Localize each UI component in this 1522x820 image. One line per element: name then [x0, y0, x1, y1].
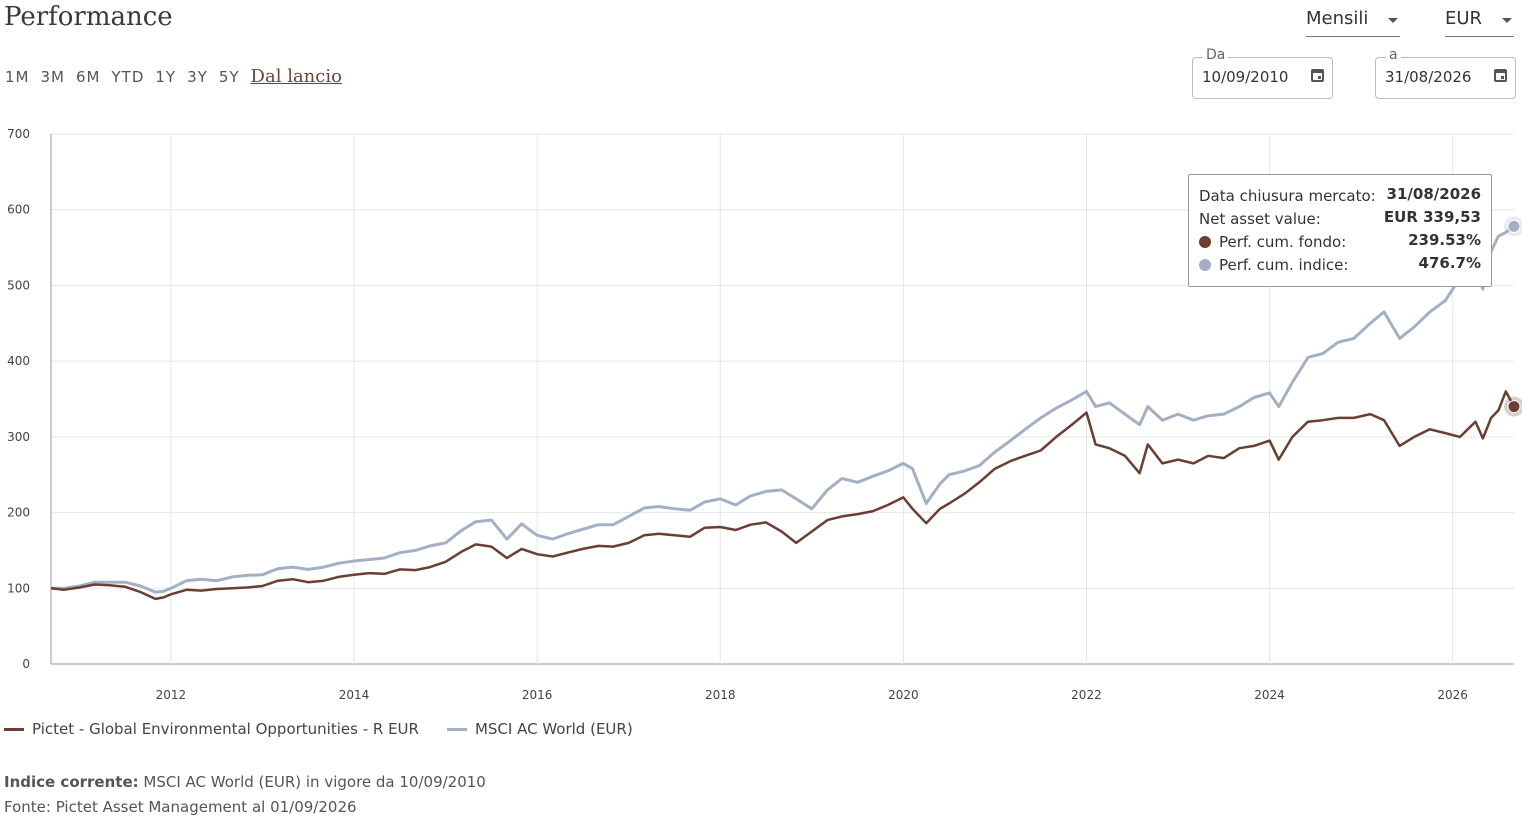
legend-item-index[interactable]: MSCI AC World (EUR)	[446, 720, 633, 738]
y-tick-label: 500	[7, 278, 30, 292]
range-tab-6m[interactable]: 6M	[76, 68, 101, 86]
range-tab-1y[interactable]: 1Y	[155, 68, 177, 86]
date-from-label: Da	[1203, 47, 1229, 63]
calendar-icon[interactable]	[1494, 69, 1507, 82]
legend-item-fund[interactable]: Pictet - Global Environmental Opportunit…	[4, 720, 419, 738]
source-note: Fonte: Pictet Asset Management al 01/09/…	[4, 798, 357, 816]
footnotes: Indice corrente: MSCI AC World (EUR) in …	[4, 770, 486, 820]
x-tick-label: 2014	[339, 688, 370, 702]
chart-tooltip: Data chiusura mercato: 31/08/2026 Net as…	[1188, 174, 1492, 287]
current-index-note: Indice corrente: MSCI AC World (EUR) in …	[4, 770, 486, 795]
chevron-down-icon	[1388, 18, 1398, 23]
y-tick-label: 700	[7, 127, 30, 141]
fund-dot-icon	[1199, 236, 1211, 248]
tooltip-fund-value: 239.53%	[1408, 231, 1481, 249]
tooltip-date-value: 31/08/2026	[1386, 185, 1481, 203]
tooltip-nav-value: EUR 339,53	[1383, 208, 1481, 226]
x-tick-label: 2012	[156, 688, 187, 702]
tooltip-nav-label: Net asset value:	[1199, 210, 1321, 228]
date-from-field[interactable]: Da 10/09/2010	[1192, 47, 1333, 99]
frequency-select-value: Mensili	[1306, 8, 1369, 29]
tooltip-date-row: Data chiusura mercato: 31/08/2026	[1199, 185, 1481, 207]
currency-select-value: EUR	[1445, 8, 1483, 29]
tooltip-fund-row: Perf. cum. fondo: 239.53%	[1199, 231, 1481, 253]
range-tab-1m[interactable]: 1M	[5, 68, 30, 86]
x-tick-label: 2016	[522, 688, 553, 702]
tooltip-nav-row: Net asset value: EUR 339,53	[1199, 208, 1481, 230]
currency-select[interactable]: EUR	[1445, 6, 1514, 37]
current-index-text: MSCI AC World (EUR) in vigore da 10/09/2…	[143, 773, 486, 791]
date-from-value: 10/09/2010	[1202, 68, 1289, 86]
range-tab-3y[interactable]: 3Y	[187, 68, 208, 86]
range-tab-since-launch[interactable]: Dal lancio	[250, 66, 342, 87]
date-to-label: a	[1386, 47, 1401, 63]
fund-swatch-icon	[4, 727, 24, 731]
y-tick-label: 400	[7, 354, 30, 368]
index-swatch-icon	[446, 727, 467, 731]
calendar-icon[interactable]	[1311, 69, 1324, 82]
tooltip-index-row: Perf. cum. indice: 476.7%	[1199, 254, 1481, 276]
x-tick-label: 2018	[705, 688, 736, 702]
y-tick-label: 0	[22, 657, 30, 671]
page-title: Performance	[4, 2, 173, 32]
index-hover-marker	[1507, 219, 1521, 233]
frequency-select[interactable]: Mensili	[1306, 6, 1400, 37]
tooltip-fund-label: Perf. cum. fondo:	[1219, 233, 1347, 251]
tooltip-date-label: Data chiusura mercato:	[1199, 187, 1376, 205]
tooltip-index-value: 476.7%	[1418, 254, 1481, 272]
x-tick-label: 2020	[888, 688, 919, 702]
range-tab-5y[interactable]: 5Y	[218, 68, 240, 86]
x-tick-label: 2024	[1254, 688, 1285, 702]
fund-series-line	[50, 390, 1516, 601]
range-tab-ytd[interactable]: YTD	[111, 68, 145, 86]
legend-index-label: MSCI AC World (EUR)	[474, 720, 633, 738]
date-to-field[interactable]: a 31/08/2026	[1375, 47, 1516, 99]
y-tick-label: 600	[7, 203, 30, 217]
x-tick-label: 2026	[1437, 688, 1468, 702]
legend-fund-label: Pictet - Global Environmental Opportunit…	[32, 720, 419, 738]
range-tab-3m[interactable]: 3M	[40, 68, 65, 86]
index-series-line	[51, 225, 1515, 594]
tooltip-index-label: Perf. cum. indice:	[1219, 256, 1349, 274]
chevron-down-icon	[1502, 18, 1512, 23]
y-tick-label: 100	[7, 581, 30, 595]
current-index-label: Indice corrente:	[4, 773, 139, 791]
y-tick-label: 300	[7, 430, 30, 444]
fund-hover-marker	[1507, 400, 1521, 414]
index-dot-icon	[1199, 259, 1211, 271]
y-tick-label: 200	[7, 506, 30, 520]
chart-legend: Pictet - Global Environmental Opportunit…	[4, 720, 661, 738]
range-tabs: 1M 3M 6M YTD 1Y 3Y 5Y Dal lancio	[5, 66, 353, 88]
date-to-value: 31/08/2026	[1385, 68, 1472, 86]
x-tick-label: 2022	[1071, 688, 1102, 702]
